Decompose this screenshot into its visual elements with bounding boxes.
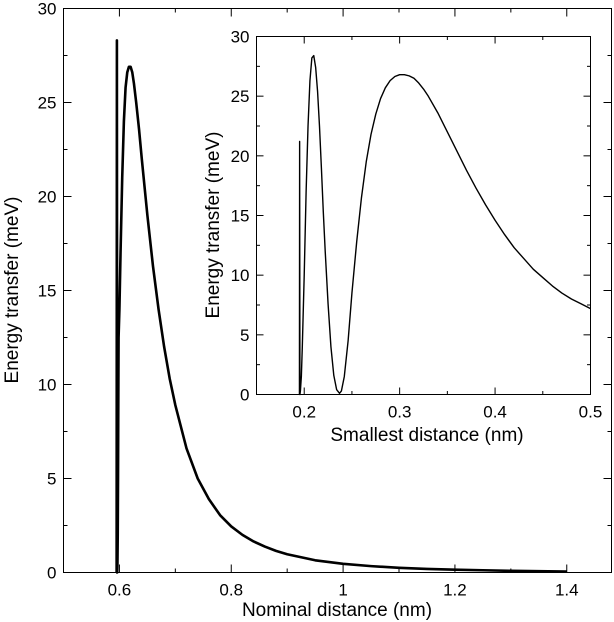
- main-y-tick-label: 10: [38, 376, 57, 395]
- main-y-tick-label: 20: [38, 188, 57, 207]
- main-y-tick-label: 15: [38, 282, 57, 301]
- inset-y-axis-label: Energy transfer (meV): [203, 132, 224, 319]
- inset-x-tick-label: 0.4: [483, 403, 507, 422]
- main-x-tick-label: 0.6: [108, 581, 132, 600]
- main-x-tick-label: 1.2: [443, 581, 467, 600]
- inset-y-tick-label: 0: [240, 386, 249, 405]
- inset-x-axis: 0.2 0.3 0.4 0.5: [292, 36, 603, 422]
- main-y-axis: 0 5 10 15 20 25 30: [38, 0, 612, 583]
- inset-series-line: [298, 54, 591, 396]
- main-plot-area: [115, 39, 567, 574]
- inset-plot-area: [298, 54, 591, 396]
- inset-x-tick-label: 0.3: [388, 403, 412, 422]
- main-y-tick-label: 0: [47, 564, 56, 583]
- inset-y-tick-label: 25: [231, 87, 250, 106]
- inset-y-tick-label: 10: [231, 266, 250, 285]
- inset-y-tick-label: 20: [231, 147, 250, 166]
- main-x-tick-label: 1: [338, 581, 347, 600]
- inset-x-tick-label: 0.5: [579, 403, 603, 422]
- inset-x-axis-label: Smallest distance (nm): [330, 425, 523, 446]
- main-x-tick-label: 0.8: [219, 581, 243, 600]
- main-y-tick-label: 25: [38, 94, 57, 113]
- inset-y-tick-label: 30: [231, 28, 250, 47]
- inset-x-tick-label: 0.2: [292, 403, 316, 422]
- main-y-axis-label: Energy transfer (meV): [2, 197, 23, 384]
- main-y-tick-label: 5: [47, 470, 56, 489]
- inset-plot-background: [256, 36, 592, 395]
- inset-y-tick-label: 5: [240, 326, 249, 345]
- main-x-axis-label: Nominal distance (nm): [242, 600, 432, 621]
- main-y-tick-label: 30: [38, 0, 57, 19]
- main-x-tick-label: 1.4: [555, 581, 579, 600]
- main-series-line: [115, 39, 567, 574]
- main-x-axis: 0.6 0.8 1 1.2 1.4: [108, 8, 579, 600]
- inset-y-tick-label: 15: [231, 207, 250, 226]
- inset-y-axis: 0 5 10 15 20 25 30: [231, 28, 591, 405]
- inset-plot: 0 5 10 15 20 25 30 0.2 0.3 0.4 0.5 Smallest dista…: [203, 28, 602, 447]
